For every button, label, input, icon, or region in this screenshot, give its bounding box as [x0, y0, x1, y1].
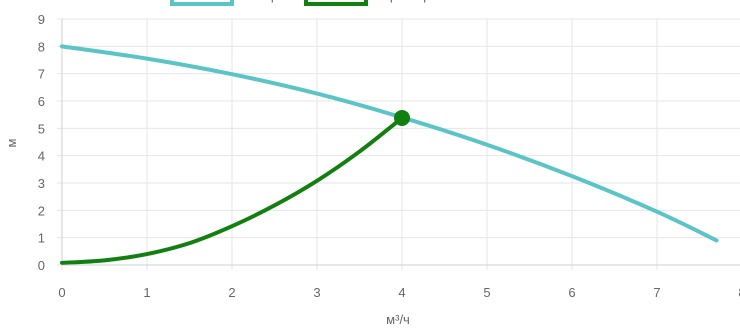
legend-item-head-swatch: [170, 0, 234, 6]
y-tick-label: 2: [38, 203, 45, 218]
y-tick-label: 4: [38, 149, 45, 164]
y-tick-label: 9: [38, 12, 45, 27]
series-lines: [60, 44, 719, 265]
legend-item-head-label: Напор: [240, 0, 278, 3]
y-tick-label: 3: [38, 176, 45, 191]
x-tick-label: 6: [568, 285, 575, 300]
head-curve-line: [60, 44, 719, 243]
y-tick-label: 7: [38, 67, 45, 82]
legend: Напор Характеристика системы: [170, 0, 526, 6]
legend-item-system-swatch: [304, 0, 368, 6]
x-tick-label: 5: [483, 285, 490, 300]
axes: 0 1 2 3 4 5 6 7 8 0 1 2 3 4 5 6 7 8 9: [38, 12, 740, 300]
x-tick-label: 3: [313, 285, 320, 300]
x-axis-label: м³/ч: [386, 312, 410, 327]
intersection-point: [394, 109, 410, 126]
x-tick-label: 0: [58, 285, 65, 300]
x-tick-label: 7: [653, 285, 660, 300]
system-curve-line: [60, 115, 404, 265]
y-axis-label: м: [4, 138, 19, 147]
y-tick-label: 0: [38, 258, 45, 273]
grid-lines: [57, 18, 740, 270]
y-tick-label: 8: [38, 39, 45, 54]
x-tick-label: 2: [228, 285, 235, 300]
x-tick-label: 4: [398, 285, 405, 300]
legend-item-system-label: Характеристика системы: [374, 0, 526, 3]
y-tick-label: 5: [38, 121, 45, 136]
y-tick-label: 6: [38, 94, 45, 109]
x-tick-label: 8: [738, 285, 740, 300]
y-tick-label: 1: [38, 231, 45, 246]
x-tick-label: 1: [143, 285, 150, 300]
